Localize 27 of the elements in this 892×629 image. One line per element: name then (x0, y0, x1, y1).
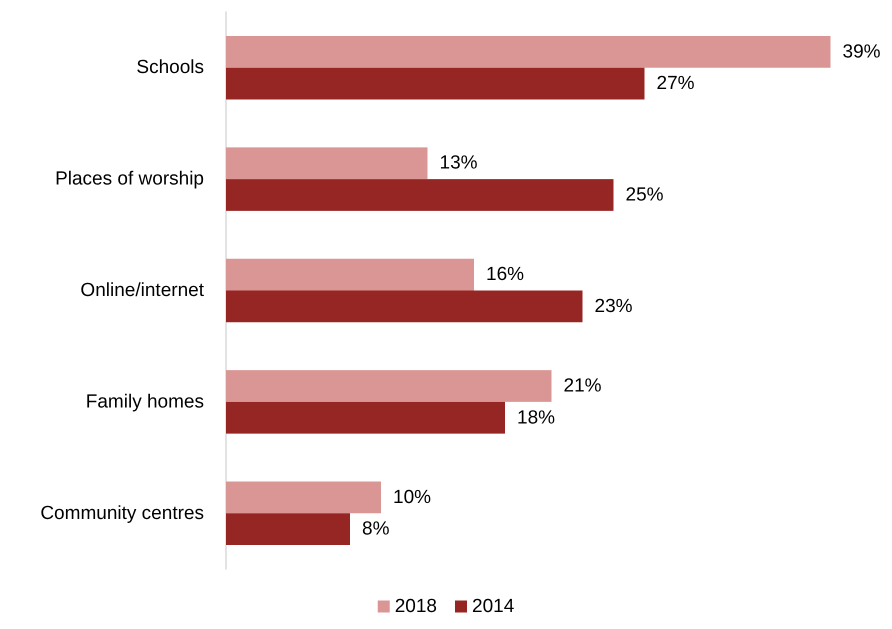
data-label: 21% (564, 376, 602, 397)
legend-label: 2014 (472, 596, 515, 617)
y-tick-label: Places of worship (55, 168, 204, 190)
data-label: 16% (486, 264, 524, 286)
bar (226, 68, 644, 100)
bar (226, 370, 552, 402)
bar (226, 179, 614, 211)
legend-label: 2018 (394, 596, 438, 617)
data-label: 25% (626, 184, 664, 206)
data-label: 8% (362, 518, 390, 540)
data-label: 27% (656, 73, 695, 94)
bar (226, 402, 505, 434)
y-tick-label: Family homes (86, 391, 204, 412)
y-tick-label: Community centres (40, 502, 204, 524)
data-label: 23% (594, 296, 633, 317)
bar (226, 36, 830, 68)
bar (226, 290, 582, 322)
bar (226, 482, 381, 514)
bar (226, 513, 350, 546)
bar (226, 147, 428, 180)
data-label: 13% (440, 152, 478, 174)
data-label: 18% (517, 407, 556, 428)
y-tick-label: Online/internet (80, 280, 205, 301)
data-label: 39% (842, 41, 881, 62)
data-label: 10% (393, 486, 432, 508)
y-tick-label: Schools (136, 57, 204, 78)
bar (226, 258, 474, 290)
